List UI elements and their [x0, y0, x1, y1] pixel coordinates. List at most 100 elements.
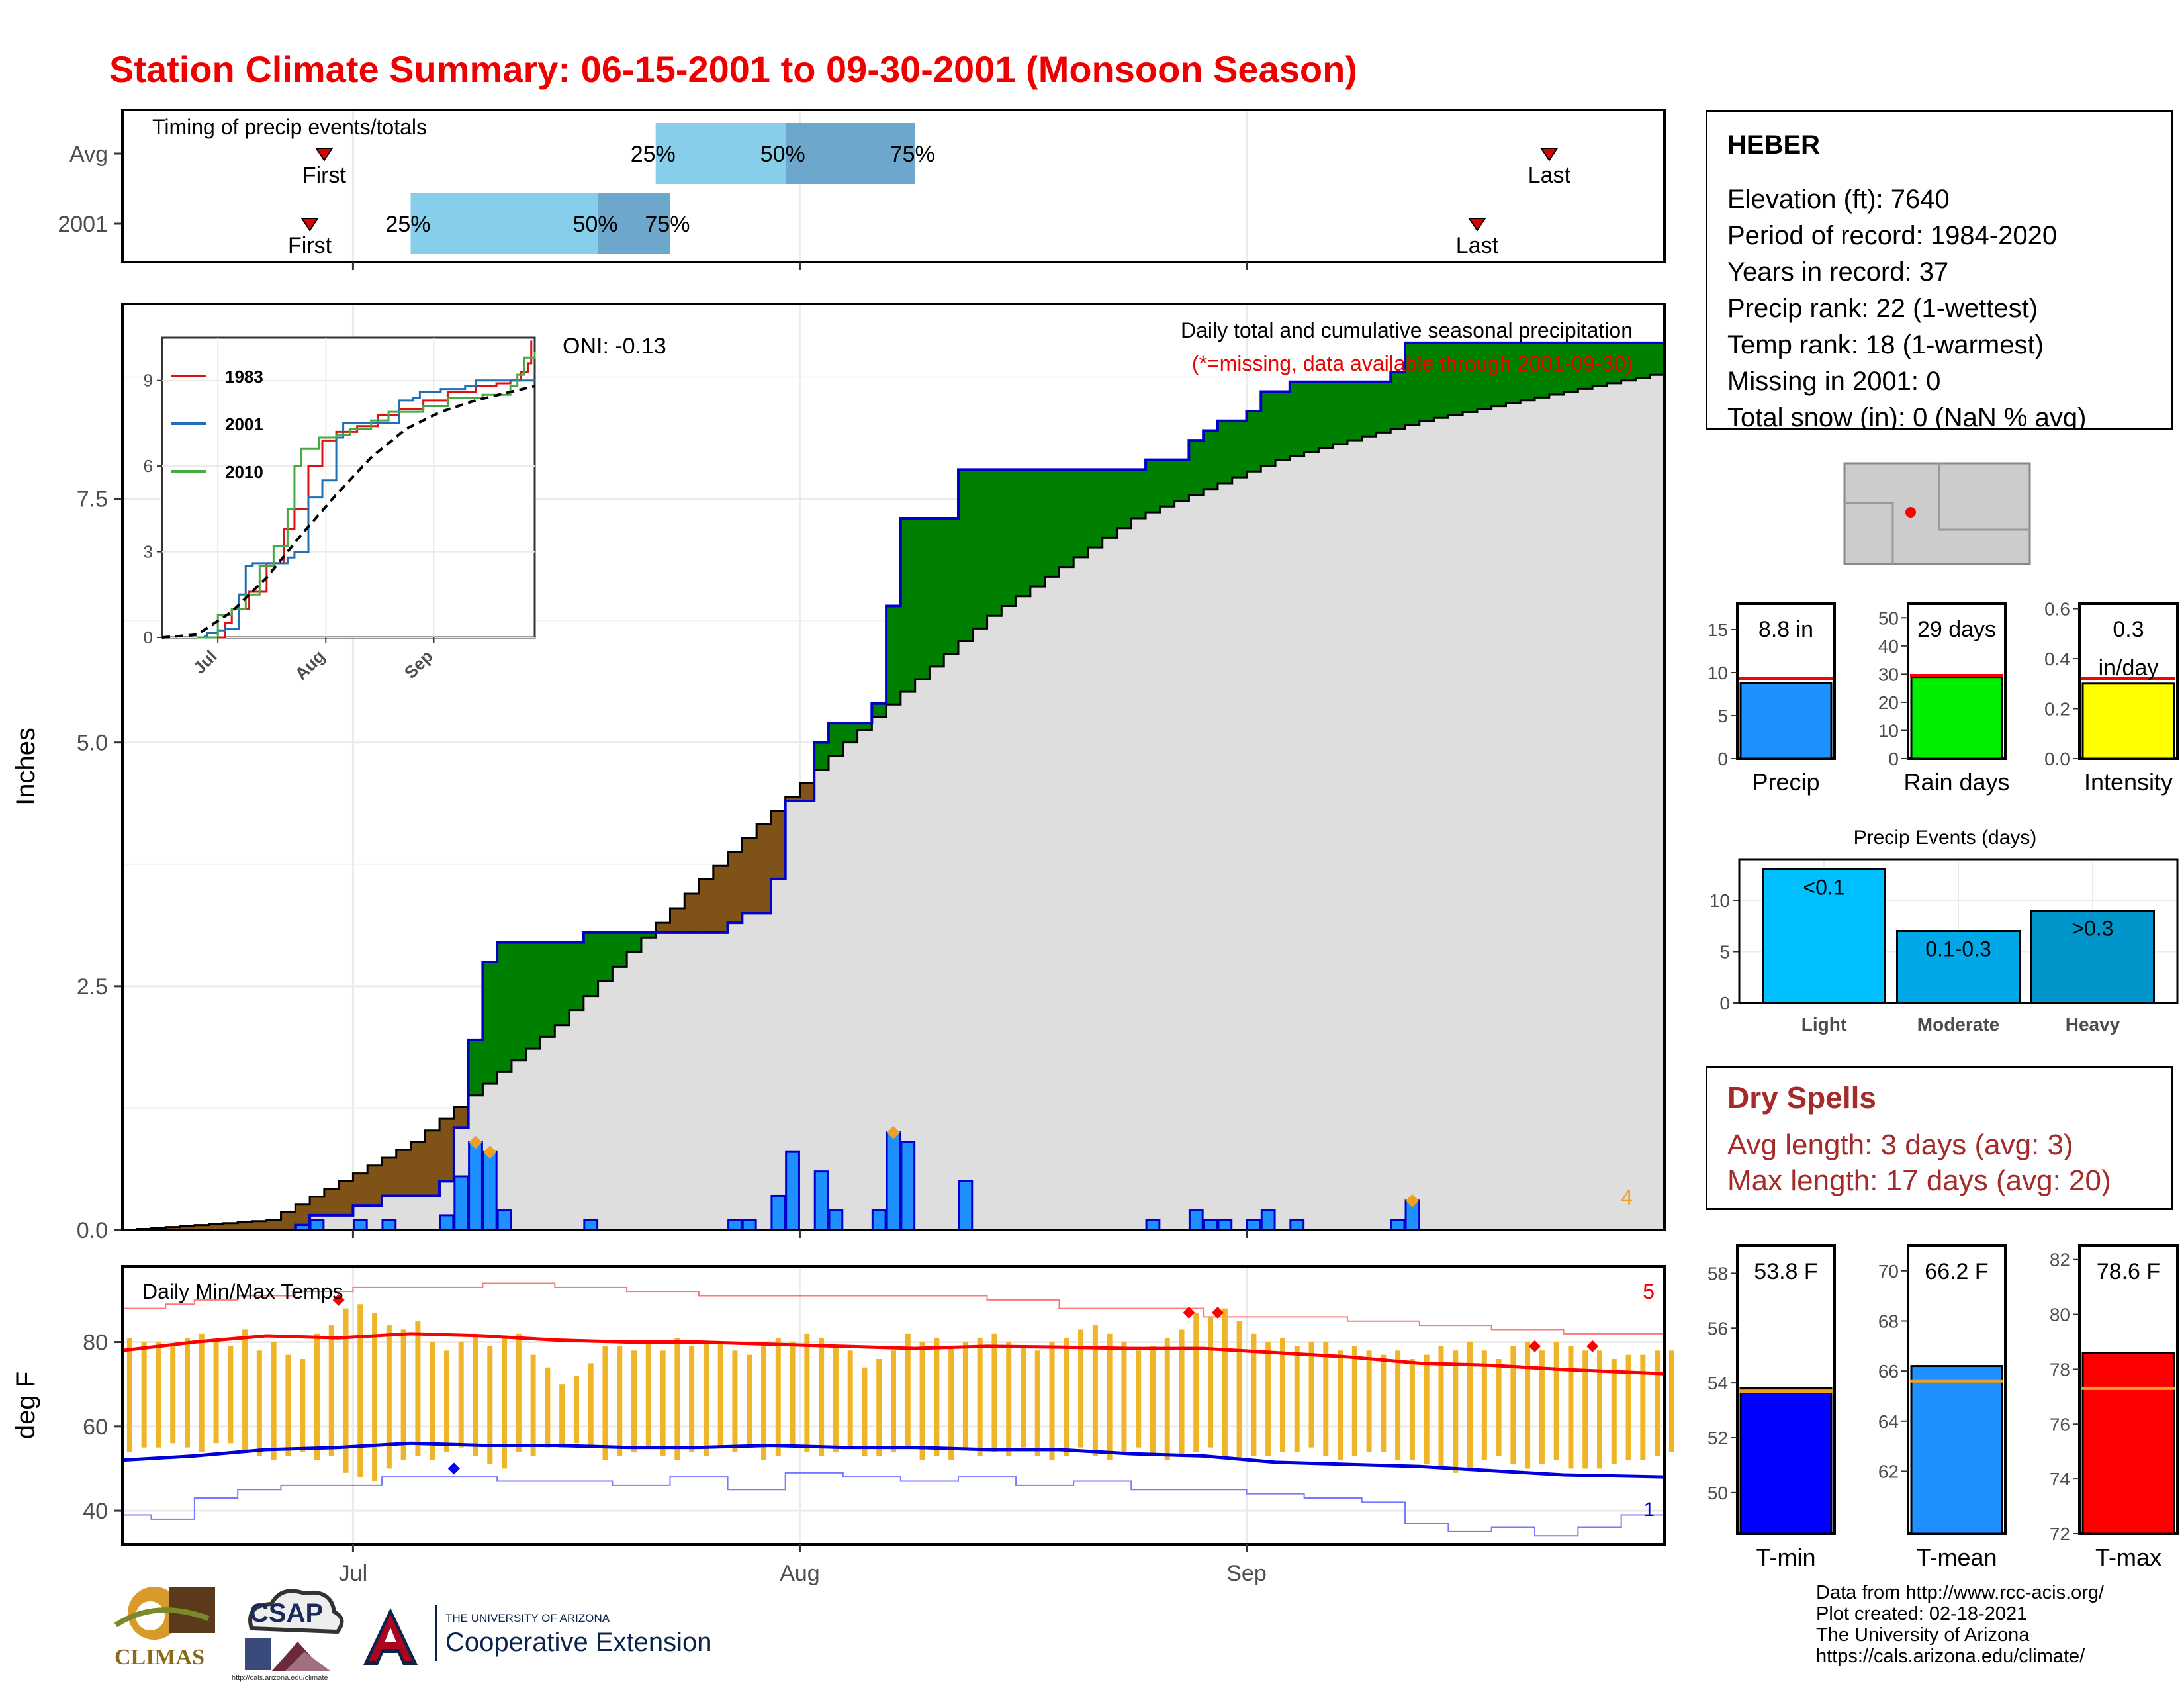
- temps-daily-bar: [1092, 1325, 1098, 1456]
- climas-logo: CLIMAS: [109, 1579, 222, 1678]
- precip-y-tick-label: 7.5: [77, 487, 108, 512]
- precip-wet-area: [1203, 430, 1218, 489]
- temps-daily-bar: [1467, 1342, 1473, 1469]
- precip-wet-area: [1289, 381, 1305, 456]
- precip-wet-area: [612, 932, 627, 967]
- precip-dry-area: [439, 1119, 455, 1182]
- temps-daily-bar: [1279, 1338, 1285, 1452]
- temps-daily-bar: [300, 1359, 306, 1452]
- temps-daily-bar: [530, 1354, 536, 1456]
- temp-summary-tmin-y-tick-label: 52: [1707, 1428, 1728, 1448]
- inset-series-1983: [218, 340, 533, 639]
- temps-daily-bar: [1453, 1350, 1459, 1473]
- temps-daily-bar: [487, 1346, 493, 1465]
- precip-wet-area: [1650, 342, 1665, 375]
- credit-plot-created: Plot created: 02-18-2021: [1816, 1603, 2028, 1624]
- temp-summary-tmean-y-tick-label: 64: [1878, 1411, 1899, 1432]
- timing-last-label: Last: [1456, 233, 1499, 258]
- precip-wet-area: [1491, 342, 1506, 406]
- precip-wet-area: [915, 518, 930, 679]
- precip-dry-area: [785, 797, 800, 802]
- temps-daily-bar: [617, 1346, 623, 1456]
- temp-summary-tmax-y-tick-label: 78: [2050, 1359, 2070, 1380]
- ua-a-icon: [363, 1608, 418, 1665]
- temps-record-min-line: [122, 1472, 1665, 1537]
- temps-panel-border: [121, 1265, 1666, 1546]
- timing-last-marker: [1468, 218, 1486, 232]
- temps-daily-bar: [1251, 1333, 1257, 1456]
- temps-cold-marker: [447, 1462, 460, 1475]
- precip-wet-area: [929, 518, 944, 667]
- precip-dry-area: [310, 1196, 325, 1215]
- temps-daily-bar: [386, 1325, 392, 1469]
- precip-wet-area: [1044, 469, 1060, 577]
- temp-summary-tmax-y-tick-label: 82: [2050, 1250, 2070, 1270]
- temps-hot-count: 5: [1643, 1280, 1655, 1303]
- inset-legend-label: 2010: [225, 462, 263, 482]
- dry-spells-box: Dry Spells Avg length: 3 days (avg: 3) M…: [1706, 1066, 2173, 1210]
- csap-logo-graphic: [245, 1589, 344, 1671]
- timing-q50-q75-bar: [785, 123, 915, 184]
- precip-wet-area: [829, 723, 844, 757]
- precip-daily-bar: [1217, 1219, 1233, 1231]
- timing-last-marker: [1539, 148, 1559, 162]
- precip-daily-bar: [309, 1219, 325, 1231]
- precip-wet-area: [1030, 469, 1046, 587]
- temp-summary-tmean-y-tick-label: 68: [1878, 1311, 1899, 1331]
- temps-daily-bar: [1381, 1354, 1387, 1452]
- timing-first-label: First: [288, 233, 332, 258]
- precip-dry-area: [324, 1189, 340, 1215]
- totals-precip-bar: [1739, 682, 1833, 760]
- station-years: Years in record: 37: [1727, 258, 1949, 287]
- timing-q25-q50-bar: [655, 123, 786, 184]
- temps-avg-min-line: [122, 1441, 1665, 1479]
- temp-summary-tmean-y-tick-label: 62: [1878, 1461, 1899, 1481]
- temps-hot-marker: [1586, 1340, 1599, 1352]
- ua-logo-divider: [435, 1605, 437, 1661]
- temp-summary-tmin-y-tick-label: 56: [1707, 1318, 1728, 1338]
- precip-wet-area: [555, 942, 570, 1025]
- precip-wet-area: [525, 942, 541, 1049]
- precip-wet-area: [1304, 381, 1319, 452]
- precip-dry-area: [266, 1220, 282, 1230]
- temps-daily-bar: [1107, 1333, 1113, 1460]
- precip-dry-area: [338, 1181, 353, 1215]
- temps-daily-bar: [1179, 1329, 1185, 1456]
- temp-summary-tmax-y-tick-label: 80: [2050, 1305, 2070, 1325]
- temps-daily-bar: [689, 1346, 695, 1452]
- temps-daily-bar: [1338, 1350, 1343, 1460]
- precip-wet-area: [872, 703, 887, 718]
- temps-y-tick-label: 80: [83, 1331, 108, 1356]
- precip-daily-bar: [482, 1150, 498, 1231]
- precip-wet-area: [1448, 342, 1463, 415]
- precip-daily-bar: [871, 1209, 887, 1231]
- timing-first-marker: [314, 148, 334, 162]
- precip-subtitle: (*=missing, data available through 2001-…: [1192, 352, 1633, 375]
- precip-dry-area: [165, 1227, 181, 1230]
- precip-dry-area: [670, 908, 685, 933]
- temps-daily-bar: [847, 1350, 853, 1448]
- temp-summary-tmean-name: T-mean: [1916, 1544, 1997, 1571]
- temps-daily-bar: [213, 1342, 219, 1444]
- temps-daily-bar: [703, 1342, 709, 1456]
- precip-dry-area: [699, 878, 714, 933]
- page-title: Station Climate Summary: 06-15-2001 to 0…: [109, 48, 1357, 90]
- temps-daily-bar: [1438, 1346, 1444, 1469]
- precip-dry-area: [208, 1224, 224, 1230]
- temps-daily-bar: [991, 1333, 997, 1452]
- dry-spells-max: Max length: 17 days (avg: 20): [1727, 1164, 2111, 1197]
- precip-daily-bar: [886, 1131, 901, 1231]
- temps-daily-bar: [473, 1333, 478, 1456]
- precip-wet-area: [1520, 342, 1535, 400]
- temps-daily-bar: [199, 1333, 205, 1452]
- temps-daily-bar: [1597, 1350, 1603, 1469]
- temp-summary-tmax-value-label: 78.6 F: [2097, 1259, 2160, 1284]
- totals-raindays-name: Rain days: [1903, 769, 2009, 796]
- dry-spells-avg: Avg length: 3 days (avg: 3): [1727, 1129, 2073, 1161]
- precip-wet-area: [1073, 469, 1089, 557]
- precip-y-tick-label: 5.0: [77, 731, 108, 756]
- temps-title: Daily Min/Max Temps: [142, 1280, 343, 1303]
- precip-wet-area: [814, 742, 829, 770]
- temps-daily-bar: [1481, 1350, 1487, 1460]
- precip-wet-area: [1433, 342, 1449, 418]
